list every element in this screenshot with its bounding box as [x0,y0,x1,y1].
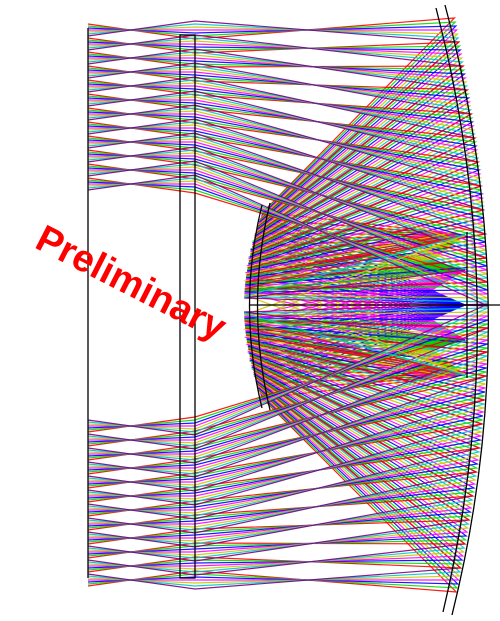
watermark: Preliminary [29,218,233,349]
ray-trace-diagram: Preliminary [0,0,500,621]
page: Preliminary (() => { const data = JSON.p… [0,0,500,621]
